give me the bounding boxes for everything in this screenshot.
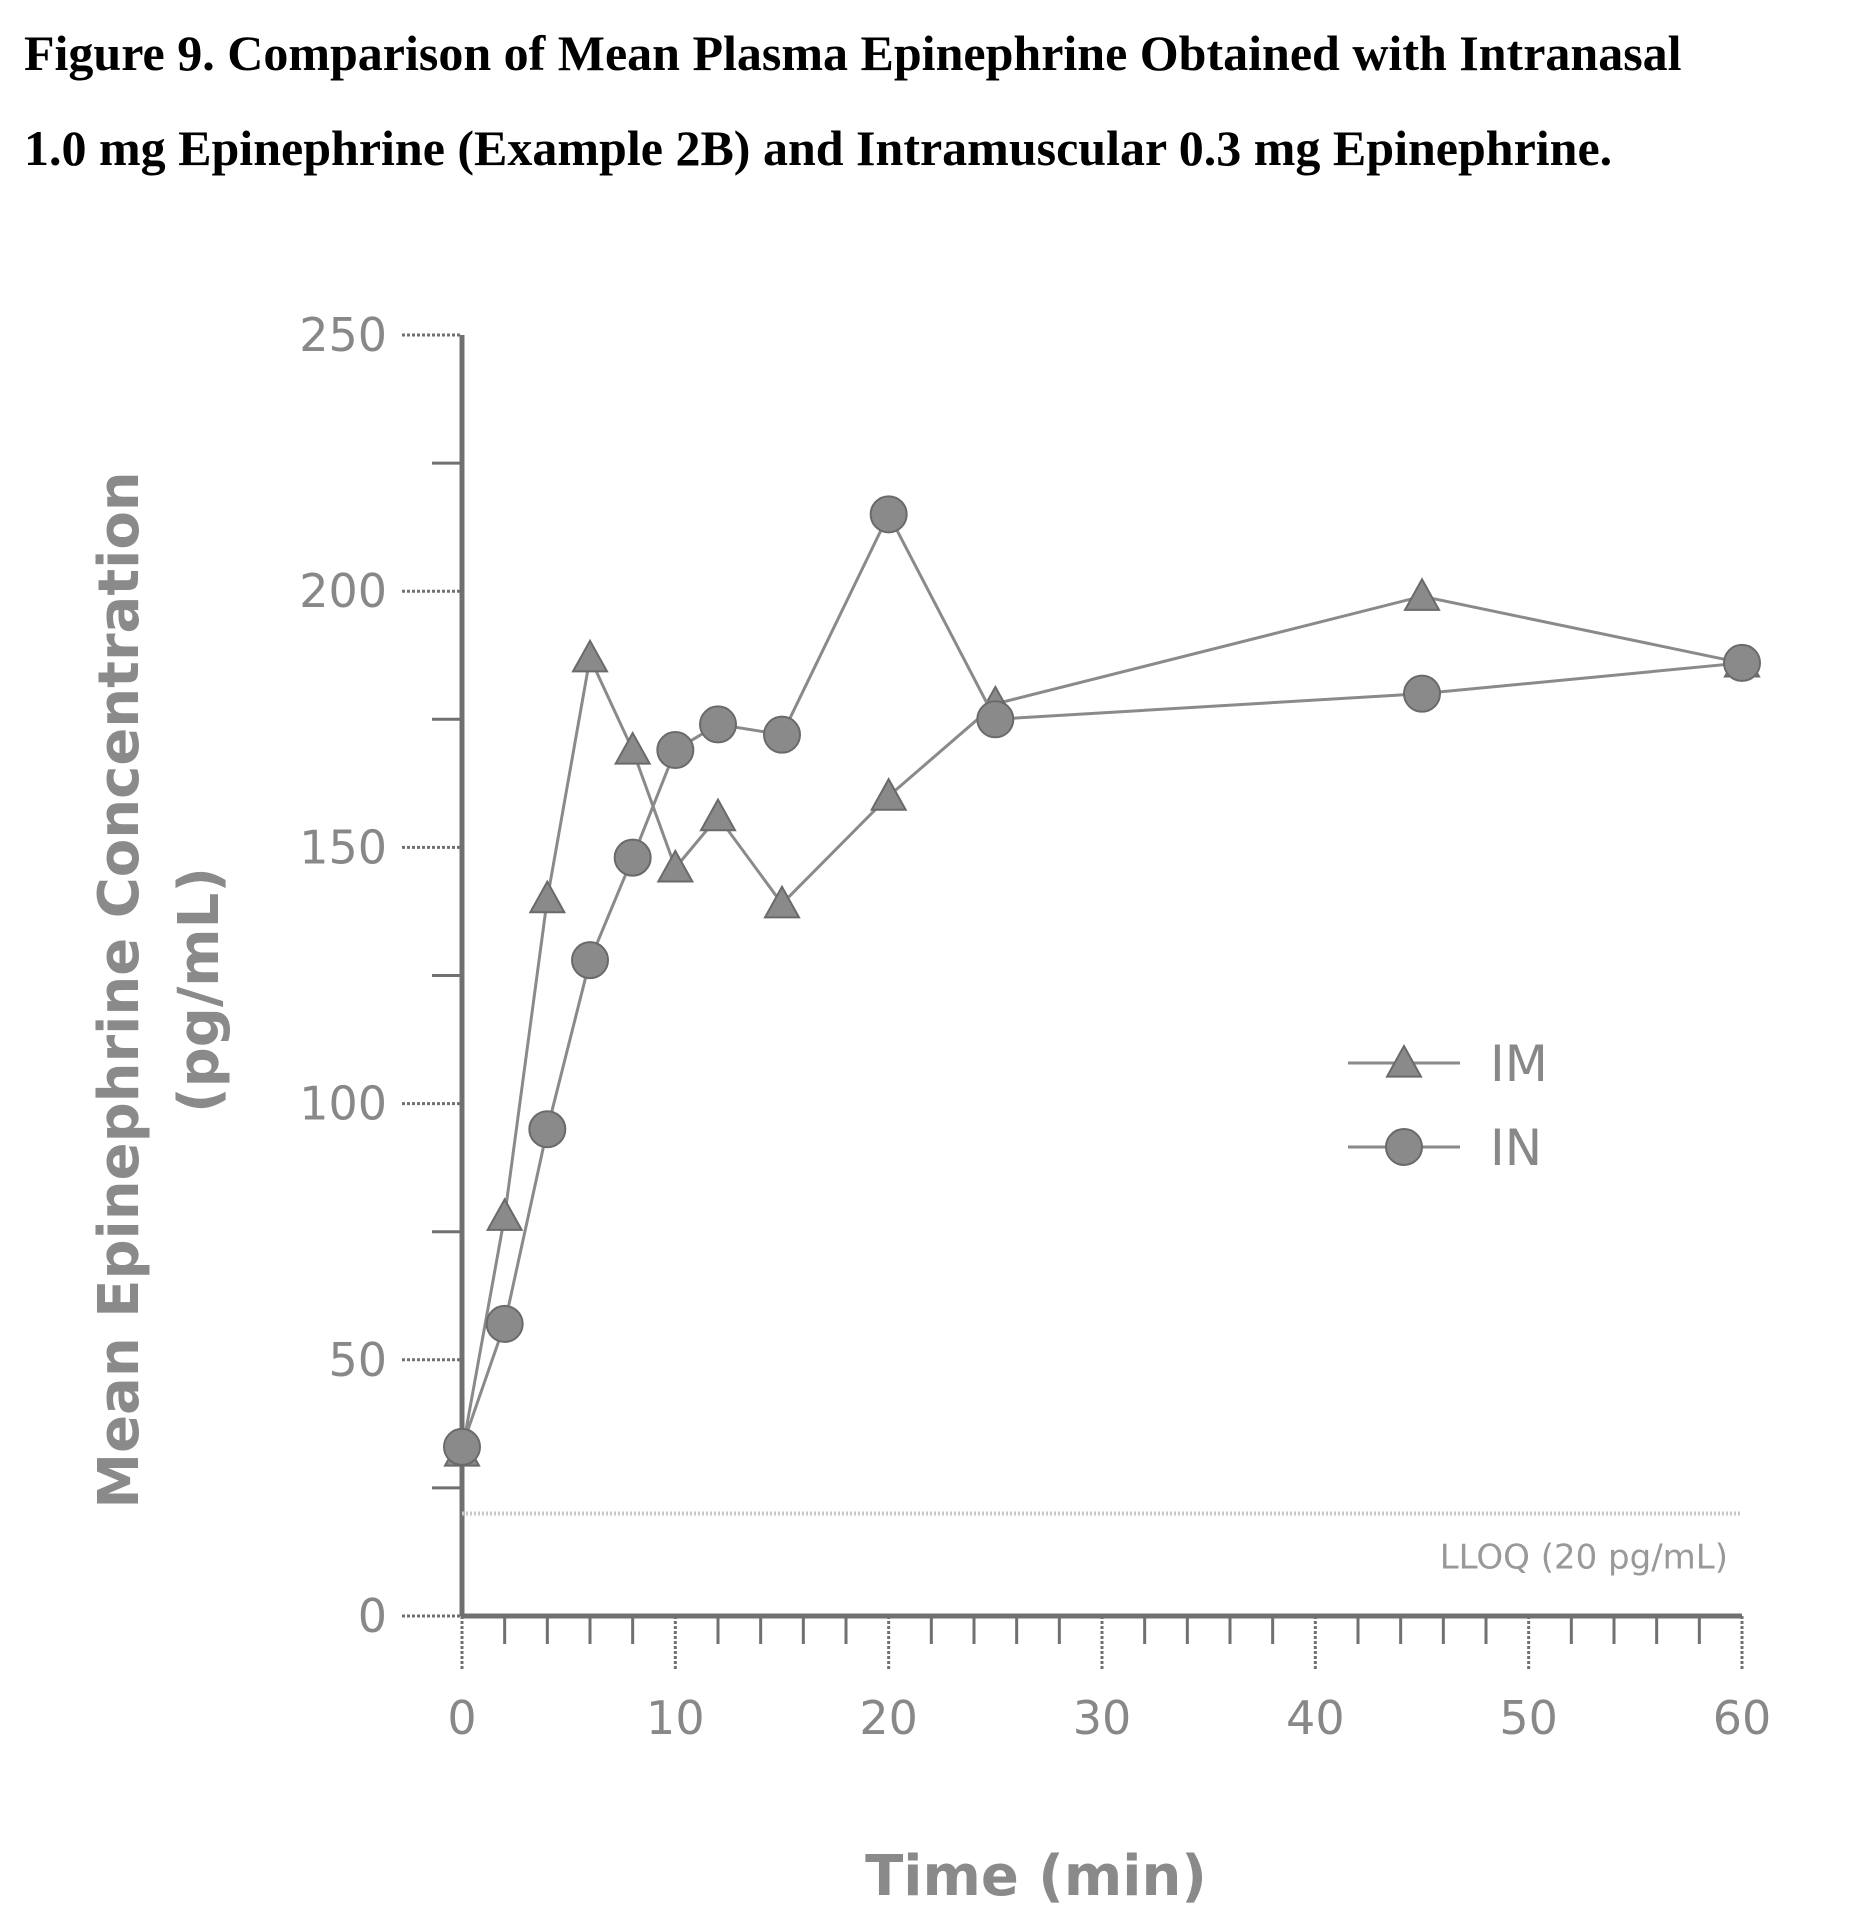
data-point-im [1403, 577, 1441, 611]
legend: IM IN [1348, 1035, 1548, 1177]
x-tick-label: 20 [859, 1691, 918, 1745]
legend-label: IM [1490, 1035, 1548, 1093]
axes: 0 50 100 150 200 250 0 10 20 30 40 50 60 [299, 308, 1771, 1745]
series-layer [443, 495, 1761, 1467]
series-line-in [460, 510, 1743, 1448]
y-tick-label: 250 [299, 308, 387, 362]
y-axis-title-line2: (pg/mL) [167, 867, 232, 1113]
legend-marker [1385, 1128, 1423, 1166]
data-point-im [699, 797, 737, 832]
data-point-in [571, 941, 609, 980]
data-point-in [528, 1110, 567, 1149]
x-tick-label: 0 [447, 1691, 476, 1745]
data-point-in [485, 1304, 524, 1343]
data-point-in [656, 731, 695, 770]
data-point-im [571, 638, 609, 673]
data-point-in [763, 715, 801, 754]
data-point-im [869, 777, 908, 811]
lloq-label: LLOQ (20 pg/mL) [1440, 1538, 1728, 1578]
y-tick-label: 50 [328, 1333, 387, 1387]
y-tick-label: 200 [299, 564, 387, 618]
data-point-in [613, 838, 652, 877]
x-tick-label: 40 [1286, 1691, 1345, 1745]
data-point-im [656, 848, 695, 883]
x-tick-label: 10 [646, 1691, 705, 1745]
data-point-in [1723, 643, 1761, 682]
y-tick-label: 0 [358, 1589, 387, 1643]
y-tick-label: 100 [299, 1077, 387, 1131]
data-point-in [699, 705, 737, 744]
legend-label: IN [1490, 1119, 1542, 1177]
x-tick-label: 30 [1073, 1691, 1132, 1745]
figure-title: Figure 9. Comparison of Mean Plasma Epin… [24, 6, 1854, 196]
data-point-im [485, 1197, 524, 1231]
figure-title-line1: Figure 9. Comparison of Mean Plasma Epin… [24, 25, 1682, 81]
data-point-im [763, 884, 801, 919]
legend-item-im: IM [1348, 1035, 1548, 1093]
data-point-im [613, 730, 652, 765]
series-in [443, 495, 1761, 1466]
data-point-in [1403, 674, 1441, 713]
x-tick-label: 60 [1713, 1691, 1772, 1745]
legend-marker [1385, 1043, 1423, 1078]
x-axis-title: Time (min) [865, 1844, 1207, 1909]
data-point-im [528, 879, 567, 914]
y-axis-title-line1: Mean Epinephrine Concentration [87, 471, 152, 1508]
data-point-in [976, 700, 1015, 739]
figure-title-line2: 1.0 mg Epinephrine (Example 2B) and Intr… [24, 120, 1613, 176]
legend-item-in: IN [1348, 1119, 1542, 1177]
series-line-im [460, 594, 1743, 1453]
reference-layer: LLOQ (20 pg/mL) [462, 1511, 1742, 1578]
data-point-in [869, 495, 908, 534]
y-tick-label: 150 [299, 820, 387, 874]
x-tick-label: 50 [1499, 1691, 1558, 1745]
data-point-in [443, 1427, 481, 1466]
